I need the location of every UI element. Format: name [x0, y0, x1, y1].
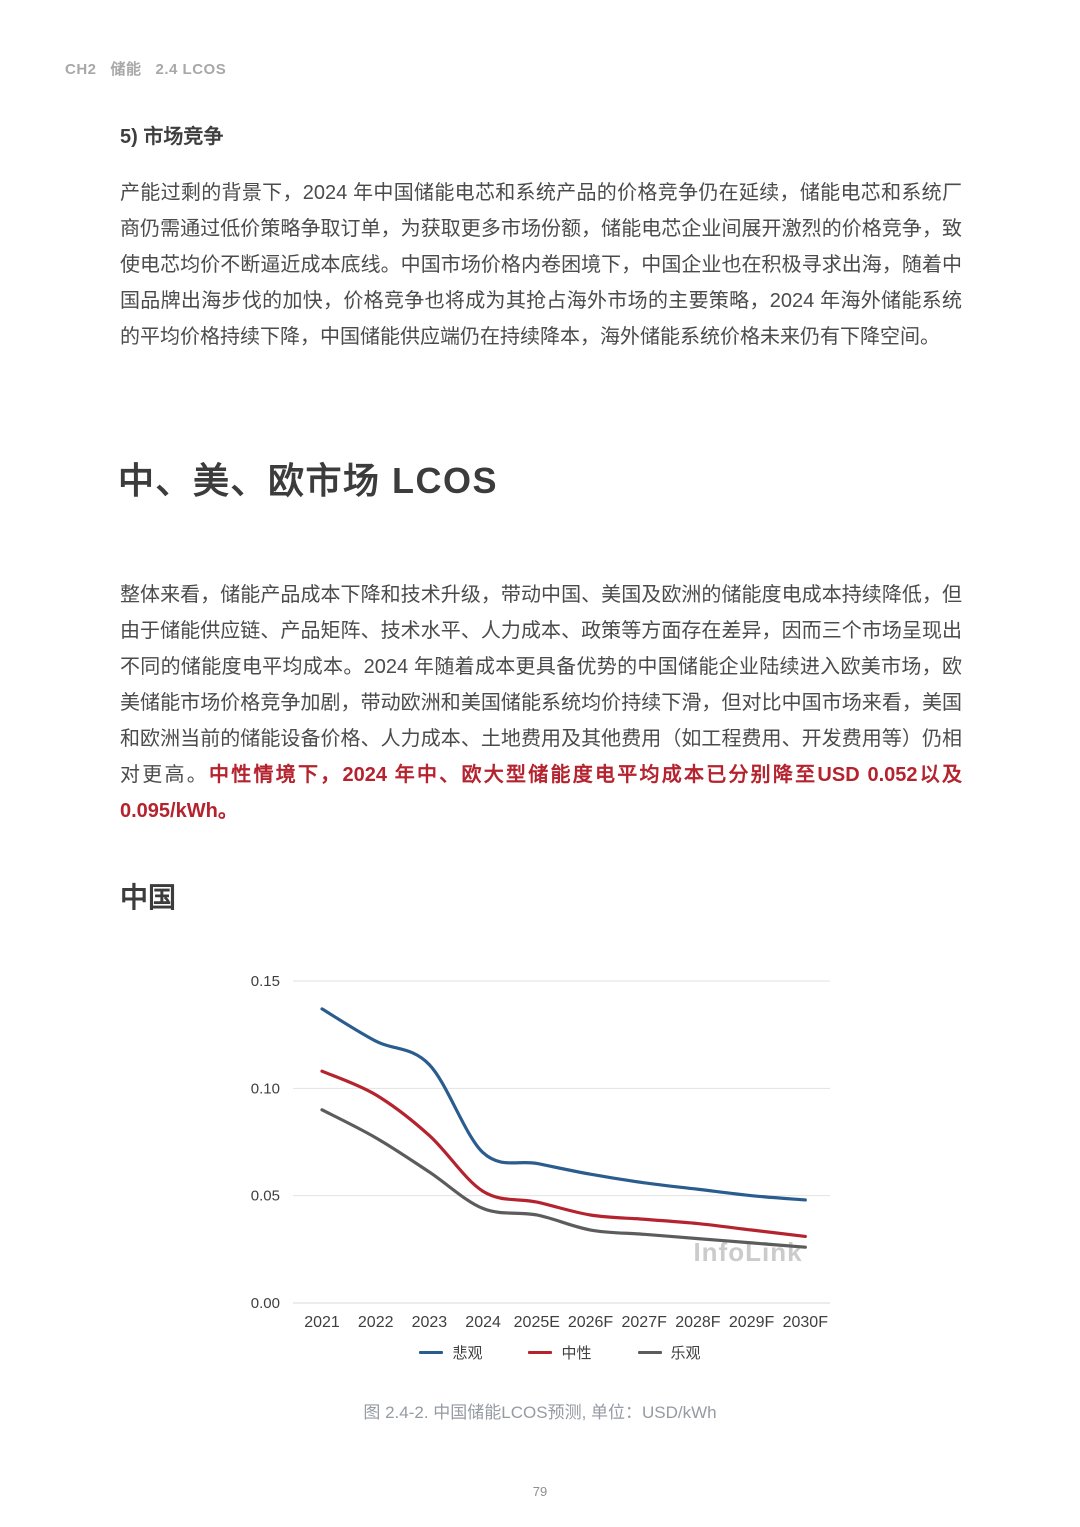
- x-axis-tick-label: 2026F: [568, 1314, 614, 1331]
- legend-label-pessimistic: 悲观: [452, 1345, 483, 1362]
- series-line: [320, 1069, 807, 1239]
- x-axis-tick-label: 2025E: [514, 1314, 560, 1331]
- series-line: [320, 1007, 807, 1202]
- main-title-lcos: 中、美、欧市场 LCOS: [118, 460, 499, 501]
- legend-label-neutral: 中性: [561, 1345, 592, 1362]
- china-lcos-chart: 0.00 0.05 0.10 0.15 2021 2022 2023 2024 2025E 202…: [250, 958, 870, 1348]
- y-axis-tick-label: 0.05: [251, 1188, 280, 1205]
- x-axis-tick-label: 2030F: [783, 1314, 829, 1331]
- paragraph-lcos-overview: 整体来看，储能产品成本下降和技术升级，带动中国、美国及欧洲的储能度电成本持续降低…: [120, 577, 962, 829]
- legend-item-neutral: 中性: [528, 1342, 592, 1363]
- legend-label-optimistic: 乐观: [670, 1345, 701, 1362]
- y-axis-tick-label: 0.10: [251, 1080, 280, 1097]
- subsection-heading-china: 中国: [120, 882, 177, 913]
- x-axis-tick-label: 2027F: [622, 1314, 668, 1331]
- lcos-body-text: 整体来看，储能产品成本下降和技术升级，带动中国、美国及欧洲的储能度电成本持续降低…: [120, 584, 962, 786]
- legend-swatch-optimistic: [637, 1351, 662, 1354]
- x-axis-tick-label: 2029F: [729, 1314, 775, 1331]
- figure-caption: 图 2.4-2. 中国储能LCOS预测, 单位：USD/kWh: [363, 1403, 717, 1422]
- header-topic: 储能: [110, 61, 142, 78]
- legend-item-pessimistic: 悲观: [419, 1342, 482, 1363]
- legend-swatch-pessimistic: [419, 1351, 444, 1354]
- page-header: CH2 储能 2.4 LCOS: [65, 58, 240, 79]
- lcos-highlight-text: 中性情境下，2024 年中、欧大型储能度电平均成本已分别降至USD 0.052以…: [120, 764, 962, 822]
- page-number: 79: [532, 1484, 548, 1499]
- paragraph-market-competition: 产能过剩的背景下，2024 年中国储能电芯和系统产品的价格竞争仍在延续，储能电芯…: [120, 182, 962, 348]
- x-axis-tick-label: 2024: [465, 1314, 501, 1331]
- chart-legend: 悲观 中性 乐观: [250, 1342, 870, 1363]
- x-axis-tick-label: 2021: [304, 1314, 340, 1331]
- header-chapter: CH2: [65, 61, 97, 78]
- y-axis-tick-label: 0.15: [251, 973, 280, 990]
- x-axis-tick-label: 2022: [358, 1314, 394, 1331]
- y-axis-tick-label: 0.00: [251, 1295, 280, 1312]
- line-chart-canvas: 0.00 0.05 0.10 0.15 2021 2022 2023 2024 2025E 202…: [251, 973, 830, 1331]
- header-section: 2.4 LCOS: [155, 61, 227, 78]
- x-axis-tick-label: 2023: [412, 1314, 448, 1331]
- x-axis-tick-label: 2028F: [675, 1314, 721, 1331]
- section-heading-market-competition: 5) 市场竞争: [120, 126, 224, 148]
- legend-swatch-neutral: [528, 1351, 553, 1354]
- legend-item-optimistic: 乐观: [637, 1342, 701, 1363]
- series-line: [320, 1108, 807, 1249]
